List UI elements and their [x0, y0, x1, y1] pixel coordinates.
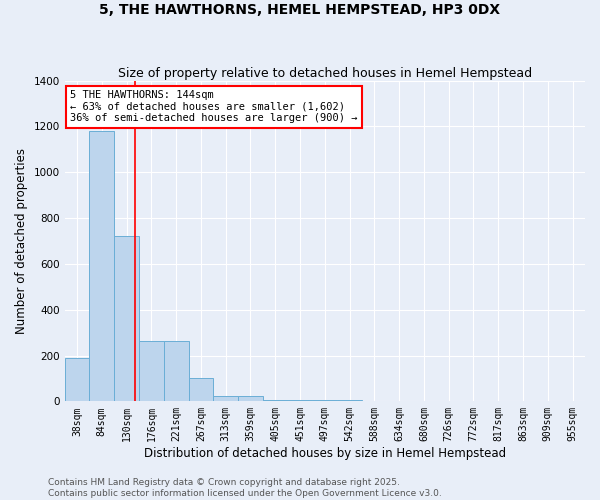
- Text: Contains HM Land Registry data © Crown copyright and database right 2025.
Contai: Contains HM Land Registry data © Crown c…: [48, 478, 442, 498]
- Bar: [214, 396, 238, 402]
- Text: 5 THE HAWTHORNS: 144sqm
← 63% of detached houses are smaller (1,602)
36% of semi: 5 THE HAWTHORNS: 144sqm ← 63% of detache…: [70, 90, 358, 124]
- Title: Size of property relative to detached houses in Hemel Hempstead: Size of property relative to detached ho…: [118, 66, 532, 80]
- Bar: [287, 400, 313, 402]
- Bar: [188, 378, 214, 402]
- Bar: [114, 236, 139, 402]
- Bar: [164, 340, 188, 402]
- Bar: [238, 396, 263, 402]
- Text: 5, THE HAWTHORNS, HEMEL HEMPSTEAD, HP3 0DX: 5, THE HAWTHORNS, HEMEL HEMPSTEAD, HP3 0…: [100, 2, 500, 16]
- Bar: [263, 400, 287, 402]
- Bar: [89, 131, 114, 402]
- X-axis label: Distribution of detached houses by size in Hemel Hempstead: Distribution of detached houses by size …: [144, 447, 506, 460]
- Bar: [65, 358, 89, 402]
- Bar: [313, 400, 337, 402]
- Bar: [337, 400, 362, 402]
- Bar: [139, 340, 164, 402]
- Y-axis label: Number of detached properties: Number of detached properties: [15, 148, 28, 334]
